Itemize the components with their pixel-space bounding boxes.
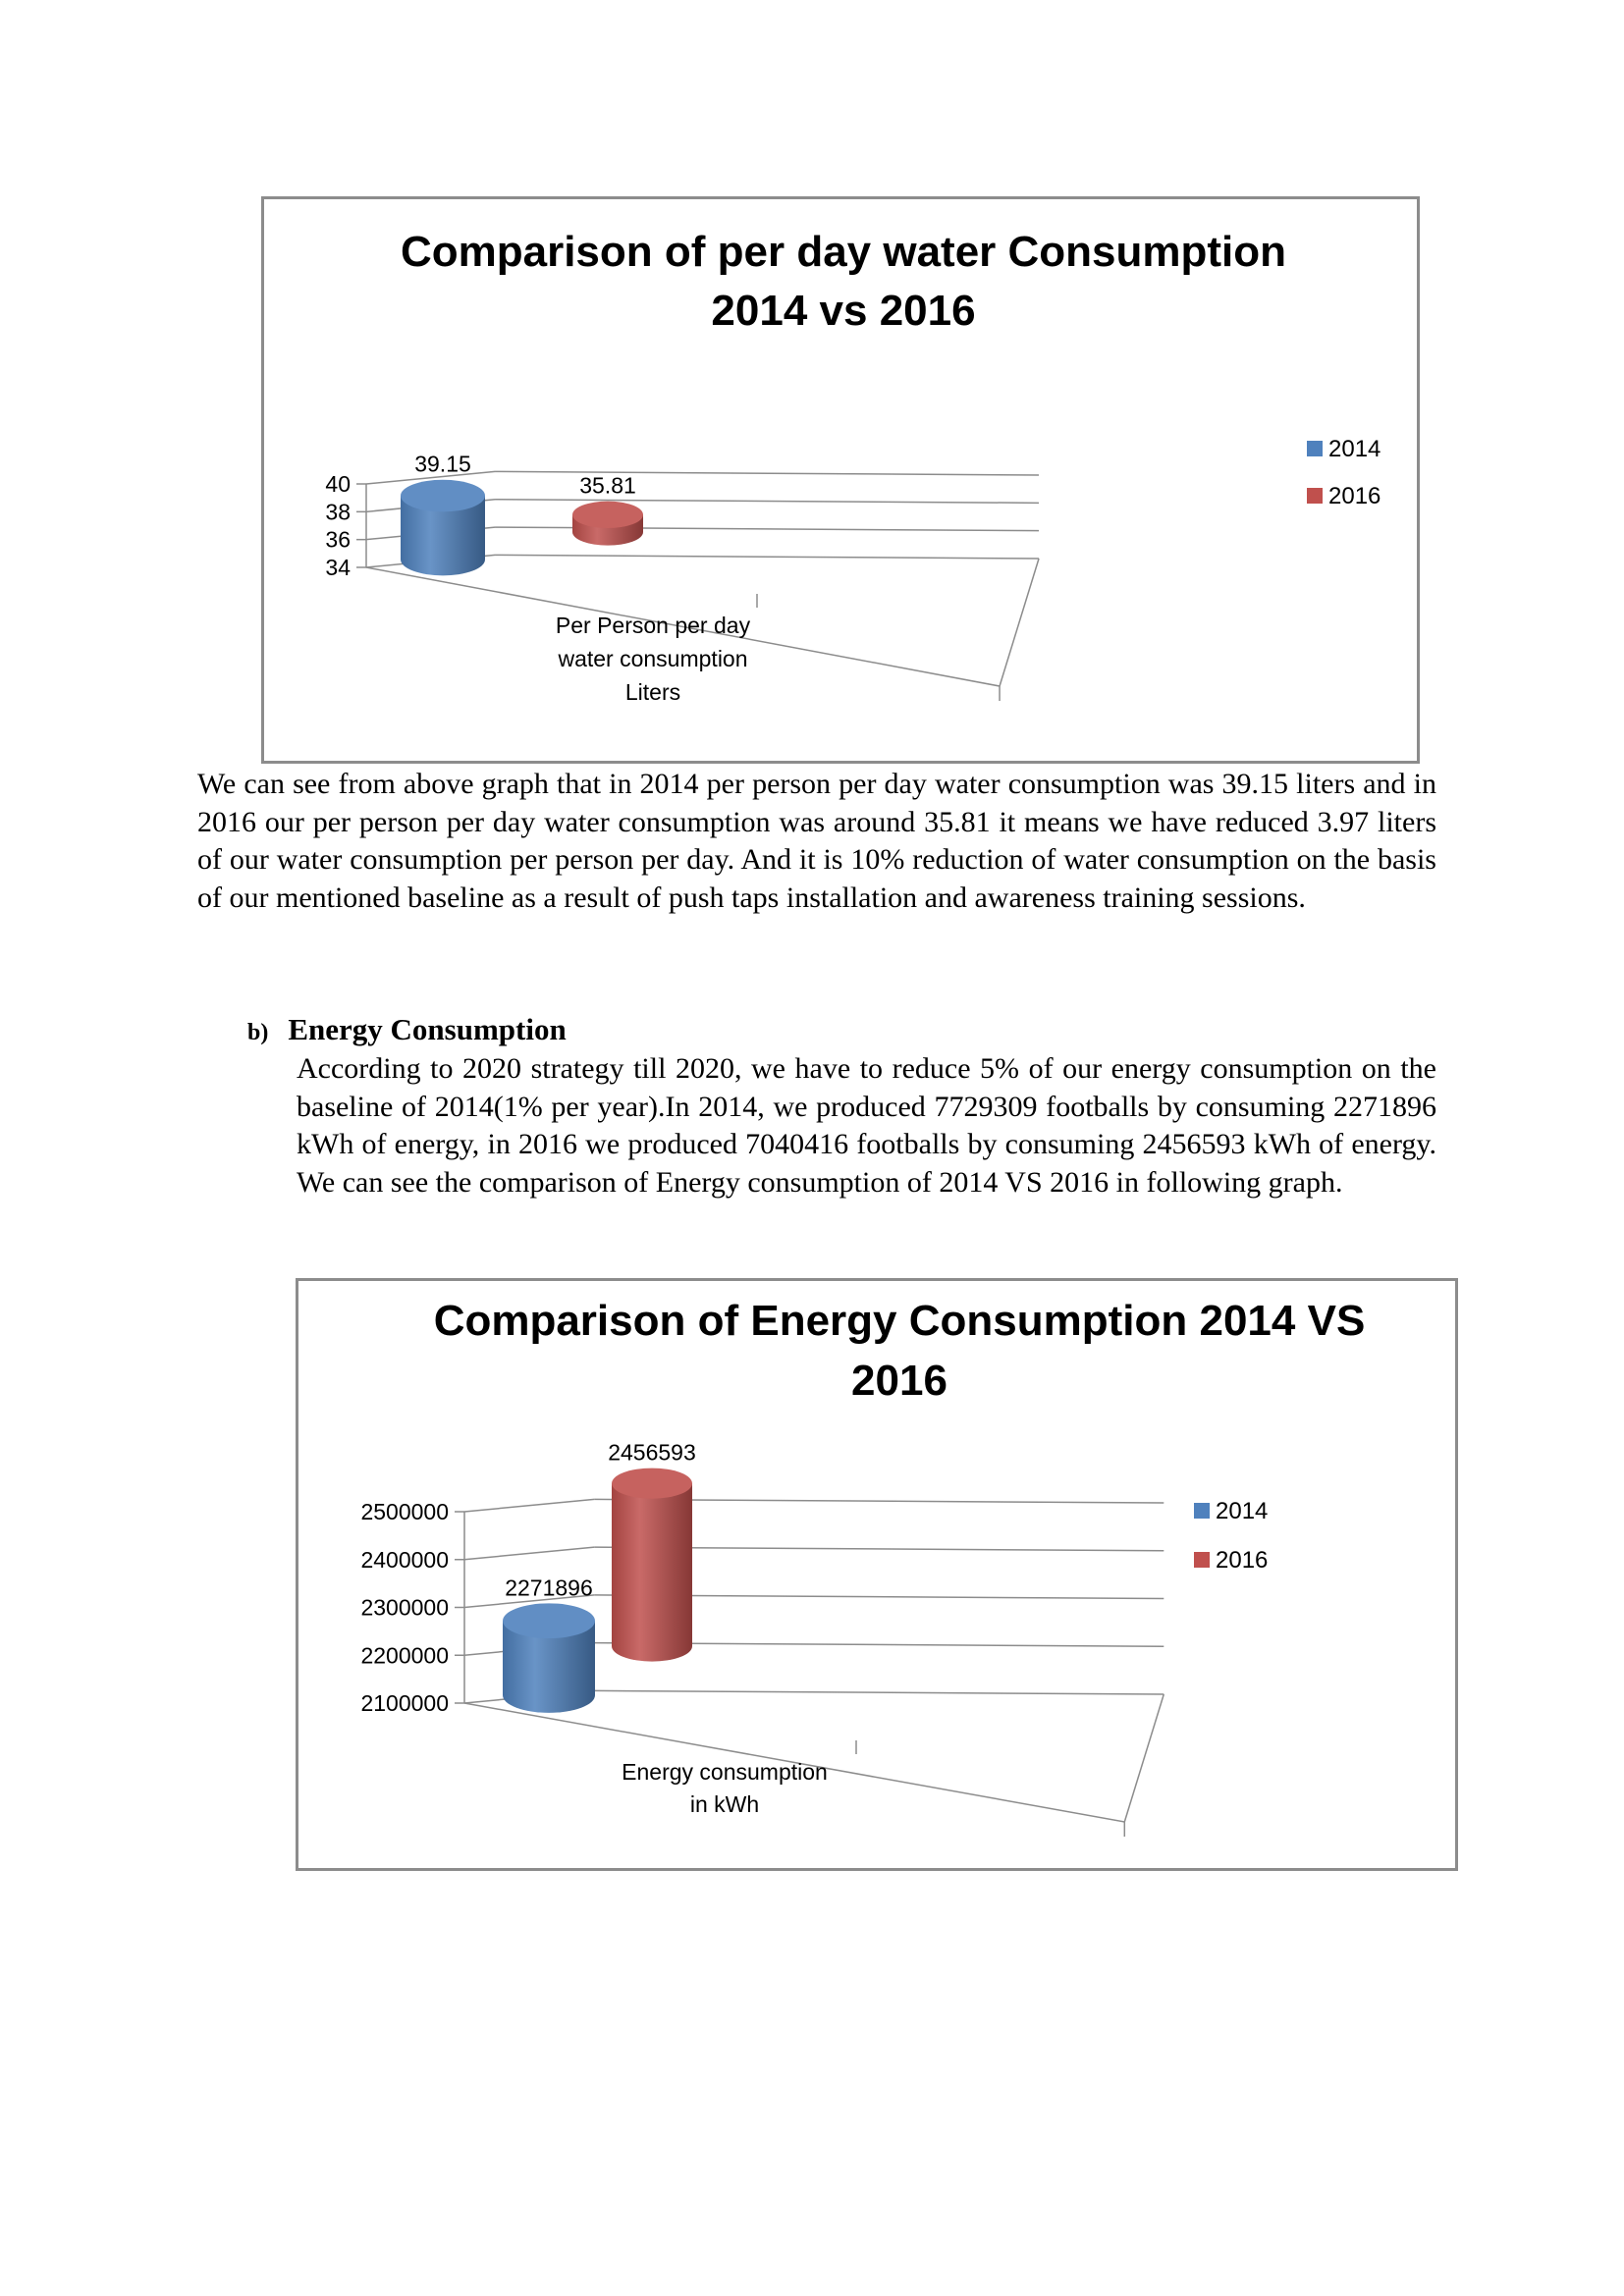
- water-category-label: water consumption: [557, 646, 747, 671]
- energy-bar-2016: [612, 1468, 692, 1662]
- energy-floor-right-edge: [1123, 1693, 1165, 1823]
- water-x-axis: [365, 566, 1001, 687]
- water-chart-title-line: Comparison of per day water Consumption: [401, 228, 1286, 276]
- energy-data-label-2014: 2271896: [505, 1575, 593, 1600]
- water-y-tick-label: 34: [325, 555, 351, 580]
- energy-chart-title-line: 2016: [851, 1357, 947, 1405]
- water-bar-top-2014: [401, 479, 485, 512]
- water-gridline: [495, 470, 1040, 476]
- water-gridline: [495, 498, 1040, 505]
- water-legend-label-2014: 2014: [1328, 436, 1380, 462]
- energy-legend-label-2014: 2014: [1216, 1498, 1268, 1524]
- energy-bar-top-2016: [612, 1468, 692, 1499]
- energy-y-tick-label: 2200000: [360, 1642, 449, 1668]
- water-category-label: Liters: [625, 679, 680, 705]
- energy-bar-body-2016: [612, 1483, 692, 1662]
- energy-data-label-2016: 2456593: [608, 1440, 696, 1466]
- section-b-heading: b) Energy Consumption: [247, 1012, 567, 1047]
- water-bar-2014: [401, 479, 485, 576]
- water-y-tick-label: 40: [325, 471, 351, 497]
- energy-legend-label-2016: 2016: [1216, 1547, 1268, 1574]
- water-consumption-chart: Comparison of per day water Consumption 2…: [261, 196, 1420, 764]
- water-bar-body-2014: [401, 496, 485, 576]
- energy-category-label: Energy consumption: [622, 1759, 828, 1785]
- energy-x-axis: [463, 1702, 1125, 1823]
- energy-bar-top-2014: [503, 1603, 595, 1639]
- water-gridline-left: [365, 470, 496, 485]
- energy-chart-title-line: Comparison of Energy Consumption 2014 VS: [434, 1297, 1366, 1345]
- energy-y-tick-label: 2500000: [360, 1499, 449, 1524]
- energy-legend-swatch-2014: [1194, 1503, 1210, 1519]
- energy-category-label: in kWh: [690, 1791, 759, 1817]
- water-bar-top-2016: [572, 501, 643, 529]
- section-b-marker: b): [247, 1020, 269, 1045]
- water-legend-label-2016: 2016: [1328, 483, 1380, 509]
- water-chart-svg: Comparison of per day water Consumption 2…: [325, 228, 1380, 705]
- water-legend-swatch-2014: [1307, 441, 1323, 456]
- water-data-label-2016: 35.81: [579, 473, 636, 499]
- water-y-tick-label: 38: [325, 499, 351, 524]
- energy-analysis-paragraph: According to 2020 strategy till 2020, we…: [297, 1052, 1436, 1199]
- energy-gridline-left: [463, 1498, 595, 1513]
- water-legend-swatch-2016: [1307, 488, 1323, 504]
- energy-bar-body-2014: [503, 1621, 595, 1713]
- energy-chart-svg: Comparison of Energy Consumption 2014 VS…: [360, 1297, 1366, 1837]
- energy-y-tick-label: 2400000: [360, 1547, 449, 1573]
- water-y-tick-label: 36: [325, 527, 351, 553]
- energy-legend-swatch-2016: [1194, 1552, 1210, 1568]
- energy-gridline: [594, 1689, 1164, 1695]
- energy-gridline-left: [463, 1594, 595, 1609]
- energy-consumption-chart: Comparison of Energy Consumption 2014 VS…: [296, 1278, 1458, 1871]
- water-data-label-2014: 39.15: [414, 452, 471, 477]
- energy-bar-2014: [503, 1603, 595, 1713]
- water-chart-title-line: 2014 vs 2016: [711, 287, 975, 335]
- energy-gridline-left: [463, 1546, 595, 1561]
- water-floor-right-edge: [999, 558, 1040, 687]
- water-analysis-paragraph: We can see from above graph that in 2014…: [197, 768, 1436, 914]
- water-gridline: [495, 554, 1040, 560]
- energy-y-tick-label: 2300000: [360, 1595, 449, 1621]
- water-category-label: Per Person per day: [556, 613, 751, 638]
- section-b-title: Energy Consumption: [288, 1012, 567, 1046]
- water-bar-2016: [572, 501, 643, 546]
- energy-y-tick-label: 2100000: [360, 1690, 449, 1716]
